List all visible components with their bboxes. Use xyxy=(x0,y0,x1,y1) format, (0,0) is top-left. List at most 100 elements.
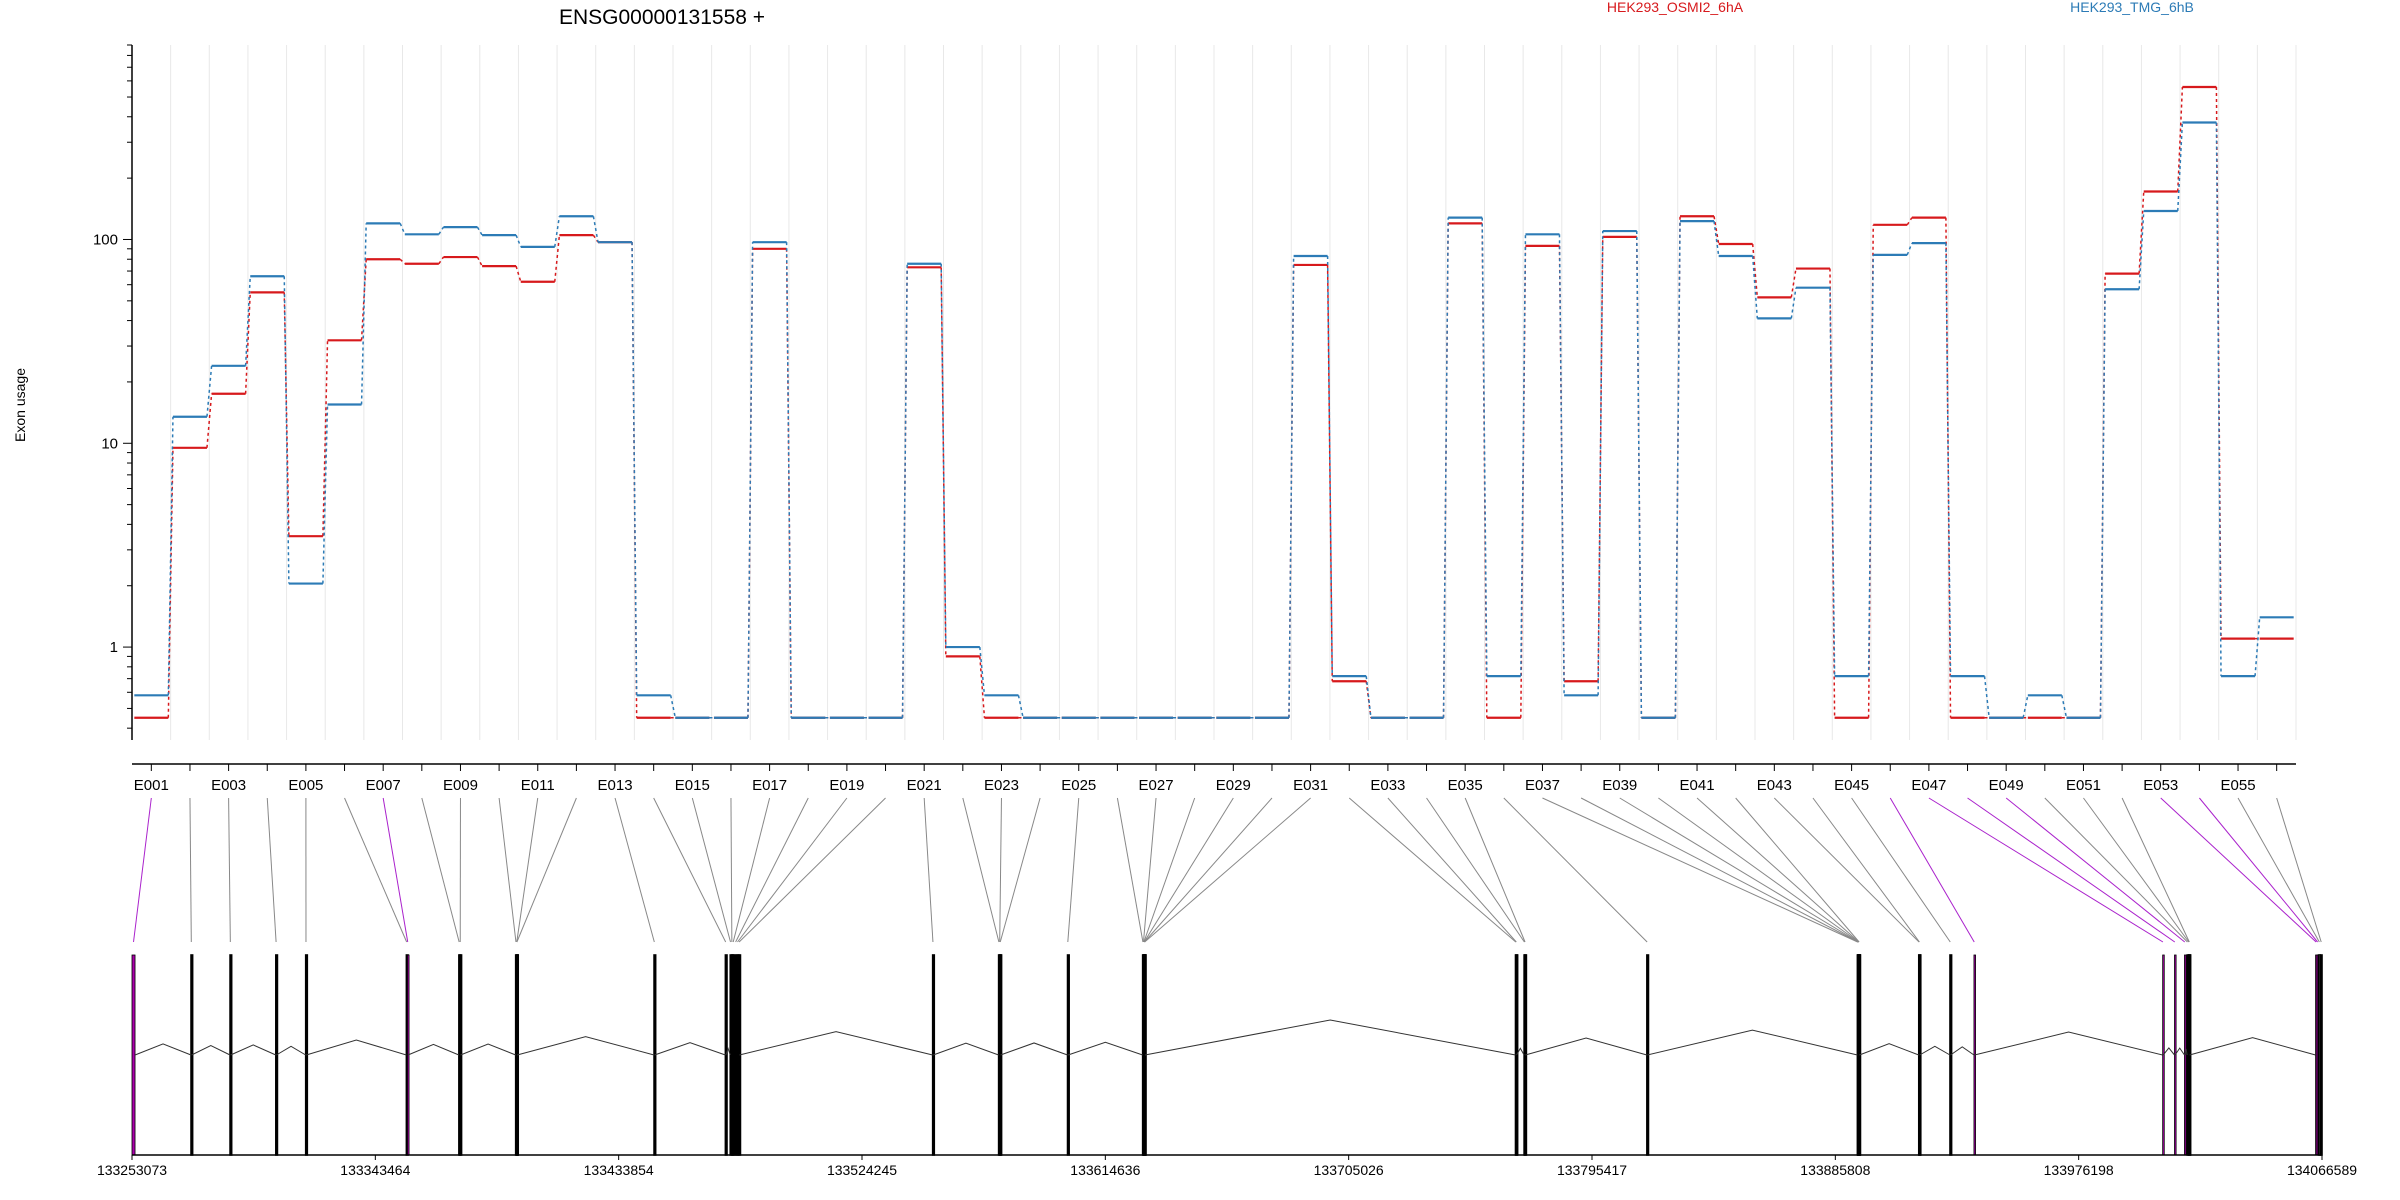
exon-connector xyxy=(1735,797,1860,943)
exon-connector xyxy=(1067,797,1080,943)
x-tick-label: E035 xyxy=(1448,777,1483,794)
x-tick-label: E049 xyxy=(1989,777,2024,794)
series-connector xyxy=(1288,255,1295,718)
series-connector xyxy=(1674,221,1681,718)
y-tick-label: 100 xyxy=(93,231,118,248)
intron-line xyxy=(1974,1031,2163,1056)
gene-model xyxy=(131,954,2323,1156)
genomic-tick-label: 133614636 xyxy=(1070,1162,1140,1178)
series-connector xyxy=(554,235,561,282)
series-connector xyxy=(399,223,406,235)
intron-line xyxy=(230,1044,277,1056)
exon-bar xyxy=(131,954,136,1156)
series-connector xyxy=(901,263,908,718)
x-tick-label: E009 xyxy=(443,777,478,794)
series-connector xyxy=(1790,287,1797,319)
exon-connector xyxy=(1142,797,1157,943)
series-connector xyxy=(2061,695,2068,718)
x-tick-label: E003 xyxy=(211,777,246,794)
exon-connector xyxy=(344,797,408,943)
series-connector xyxy=(2254,617,2261,677)
intron-line xyxy=(276,1045,306,1056)
exon-connector xyxy=(2005,797,2186,943)
series-connector xyxy=(747,242,754,718)
exon-connector xyxy=(382,797,409,943)
x-tick-label: E029 xyxy=(1216,777,1251,794)
series-connector xyxy=(940,263,947,648)
series-connector xyxy=(1017,695,1024,718)
series-connector xyxy=(1906,242,1913,256)
series-connector xyxy=(438,256,445,265)
series-connector xyxy=(1365,681,1372,718)
y-axis: 1 10 100 xyxy=(93,44,133,740)
exon-bar xyxy=(732,954,736,1156)
x-tick-label: E023 xyxy=(984,777,1019,794)
exon-connector xyxy=(1967,797,2176,943)
exon-connector xyxy=(1143,797,1234,943)
genomic-tick-label: 133885808 xyxy=(1800,1162,1870,1178)
intron-line xyxy=(1525,1037,1648,1056)
exon-connector xyxy=(1658,797,1859,943)
exon-connector xyxy=(516,797,539,943)
exon-connector xyxy=(730,797,733,943)
exon-connector xyxy=(1144,797,1311,943)
exon-connector xyxy=(1387,797,1517,943)
legend-entry-osmi2: HEK293_OSMI2_6hA xyxy=(1607,0,1744,15)
exon-connector xyxy=(1812,797,1920,943)
intron-line xyxy=(739,1031,933,1056)
x-tick-label: E031 xyxy=(1293,777,1328,794)
intron-line xyxy=(306,1039,407,1056)
exon-connector xyxy=(1464,797,1526,943)
series-connector xyxy=(979,656,986,718)
x-tick-label: E001 xyxy=(134,777,169,794)
exon-connector xyxy=(421,797,460,943)
exon-connector xyxy=(2121,797,2190,943)
series-connector xyxy=(476,256,483,267)
intron-line xyxy=(1950,1046,1975,1056)
series-connector xyxy=(2138,191,2145,274)
intron-line xyxy=(725,1047,731,1056)
intron-line xyxy=(1067,1041,1143,1056)
exon-connector xyxy=(1143,797,1196,943)
exon-connector xyxy=(614,797,655,943)
series-connector xyxy=(1906,217,1913,226)
intron-line xyxy=(1000,1042,1068,1056)
series-connector xyxy=(360,259,367,341)
exon-connector xyxy=(2199,797,2318,943)
series-connector xyxy=(322,340,329,537)
exon-bar xyxy=(2319,954,2323,1156)
exon-connector xyxy=(2160,797,2317,943)
exon-connector xyxy=(1580,797,1859,943)
y-tick-label: 1 xyxy=(110,639,118,656)
series-connector xyxy=(1558,234,1565,696)
series-connector xyxy=(1945,243,1952,677)
intron-line xyxy=(407,1043,460,1056)
x-tick-label: E025 xyxy=(1061,777,1096,794)
intron-line xyxy=(933,1042,999,1056)
series-connector xyxy=(554,216,561,247)
genomic-axis: 133253073 133343464 133433854 133524245 1336… xyxy=(97,1154,2357,1178)
intron-line xyxy=(134,1043,192,1056)
series-connector xyxy=(167,416,174,696)
series-1 xyxy=(134,121,2294,719)
series-connector xyxy=(2138,210,2145,290)
intron-line xyxy=(654,1042,726,1056)
y-tick-label: 10 xyxy=(101,435,118,452)
exon-connector xyxy=(737,797,848,943)
exon-connector xyxy=(228,797,231,943)
intron-line xyxy=(2189,1037,2316,1056)
exon-connector xyxy=(2044,797,2188,943)
exon-connector xyxy=(498,797,517,943)
series-connector xyxy=(592,216,599,243)
intron-line xyxy=(1919,1045,1951,1056)
series-connector xyxy=(2215,122,2222,677)
series-connector xyxy=(1597,231,1604,696)
exon-connector xyxy=(2237,797,2320,943)
x-tick-label: E043 xyxy=(1757,777,1792,794)
exon-connector xyxy=(923,797,934,943)
genomic-tick-label: 133253073 xyxy=(97,1162,167,1178)
x-tick-label: E011 xyxy=(521,777,555,794)
x-tick-label: E019 xyxy=(829,777,864,794)
series-connector xyxy=(1326,255,1333,677)
